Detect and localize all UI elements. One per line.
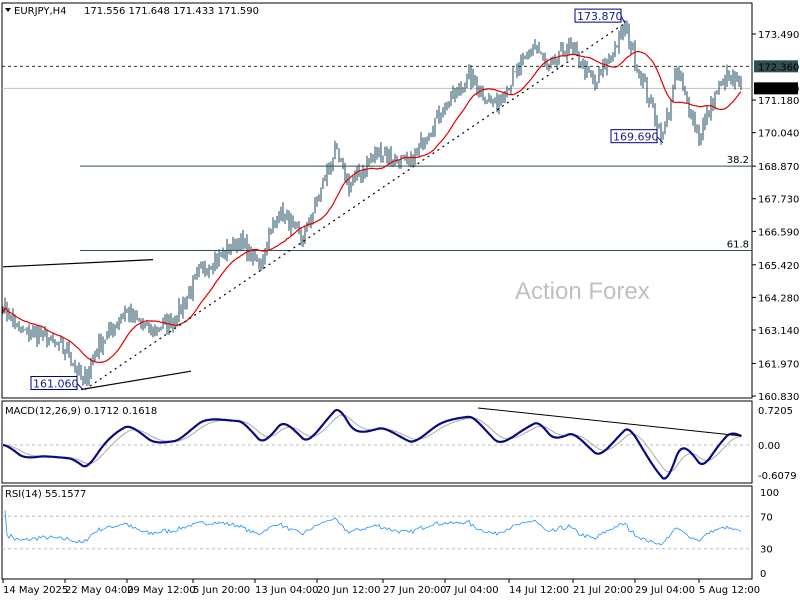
rsi-pane: 100 70 30 0 <box>2 488 779 580</box>
fib-level-label: 61.8 <box>727 240 749 251</box>
fib-level-label: 38.2 <box>727 155 749 166</box>
annotation-box <box>30 375 78 390</box>
y-tick-label: 166.590 <box>758 227 799 238</box>
trendline <box>80 370 192 391</box>
y-tick-label: 165.420 <box>758 261 799 272</box>
y-tick-label: 171.180 <box>758 96 799 107</box>
chart-frames <box>1 2 753 580</box>
y-tick-label: 160.830 <box>758 392 799 403</box>
x-tick-label: 7 Jul 04:00 <box>445 585 499 596</box>
macd-main-line <box>2 408 742 480</box>
chart-symbol: EURJPY,H4 <box>14 6 67 17</box>
x-tick-label: 27 Jun 20:00 <box>383 585 447 596</box>
trendlines <box>2 22 626 391</box>
macd-tick-label: 0.7205 <box>758 406 793 417</box>
y-tick-label: 164.280 <box>758 293 799 304</box>
annotation-label: 161.060 <box>33 377 79 390</box>
annotation-leader <box>656 136 664 144</box>
x-tick-label: 5 Jun 20:00 <box>193 585 250 596</box>
rsi-tick-label: 70 <box>760 512 773 523</box>
moving-average <box>2 51 742 364</box>
macd-pane: 0.7205 0.00 -0.6079 <box>2 406 797 482</box>
x-tick-label: 29 May 12:00 <box>127 585 196 596</box>
x-tick-label: 22 May 04:00 <box>65 585 134 596</box>
resistance-price-tag <box>754 60 798 73</box>
x-tick-label: 14 Jul 12:00 <box>509 585 569 596</box>
y-tick-label: 173.490 <box>758 30 799 41</box>
watermark: Action Forex <box>515 278 650 305</box>
macd-trendline <box>477 407 743 437</box>
rsi-pane-frame <box>1 485 753 580</box>
y-tick-label: 168.870 <box>758 162 799 173</box>
rsi-tick-label: 0 <box>760 569 766 580</box>
x-tick-label: 5 Aug 12:00 <box>699 585 760 596</box>
x-tick-label: 14 May 2025 <box>3 585 68 596</box>
price-bars <box>2 20 742 386</box>
trendline <box>84 22 626 390</box>
moving-average-line <box>2 51 742 364</box>
rsi-label: RSI(14) 55.1577 <box>5 489 86 500</box>
trendline <box>2 259 154 268</box>
macd-tick-label: 0.00 <box>758 441 780 452</box>
macd-tick-label: -0.6079 <box>758 471 797 482</box>
annotation-label: 173.870 <box>577 10 623 23</box>
y-tick-label: 170.040 <box>758 129 799 140</box>
macd-pane-frame <box>1 400 753 484</box>
chart-ohlc-values: 171.556 171.648 171.433 171.590 <box>84 6 259 17</box>
price-annotations: 173.870 169.690 161.060 <box>30 8 664 390</box>
resistance-price-label: 172.360 <box>758 62 799 73</box>
annotation-leader <box>620 15 626 24</box>
annotation-box <box>610 129 658 144</box>
x-tick-label: 29 Jul 04:00 <box>635 585 695 596</box>
macd-signal-line <box>2 414 742 473</box>
main-pane-frame <box>1 2 753 399</box>
annotation-leader <box>76 383 84 390</box>
macd-label: MACD(12,26,9) 0.1712 0.1618 <box>5 406 157 417</box>
price-levels: 38.2 61.8 <box>2 65 752 252</box>
current-price-label: 171.590 <box>758 84 799 95</box>
rsi-tick-label: 100 <box>760 488 779 499</box>
y-tick-label: 161.970 <box>758 359 799 370</box>
x-tick-label: 21 Jul 20:00 <box>573 585 633 596</box>
annotation-label: 169.690 <box>613 131 659 144</box>
y-tick-label: 163.140 <box>758 326 799 337</box>
annotation-box <box>574 8 622 23</box>
rsi-tick-label: 30 <box>760 545 773 556</box>
x-tick-label: 13 Jun 04:00 <box>255 585 319 596</box>
rsi-line <box>4 510 742 546</box>
x-tick-label: 20 Jun 12:00 <box>317 585 381 596</box>
dropdown-triangle-icon[interactable] <box>5 8 11 12</box>
current-price-tag <box>754 82 798 95</box>
y-tick-label: 167.730 <box>758 195 799 206</box>
